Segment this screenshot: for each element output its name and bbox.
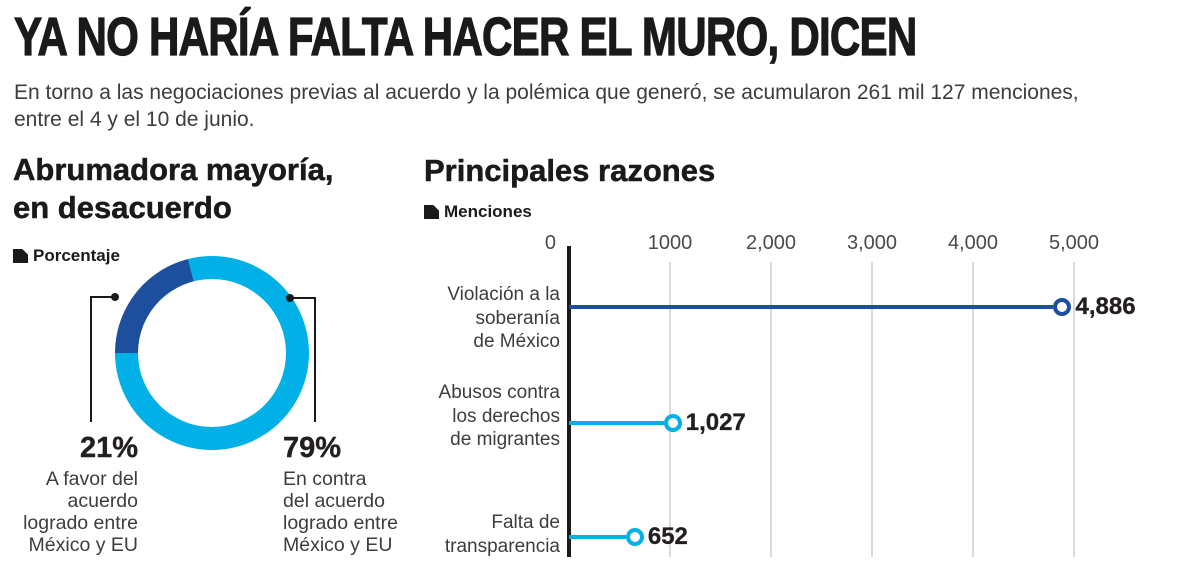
lollipop-line (569, 535, 626, 539)
value-label: 4,886 (1075, 293, 1136, 320)
category-label: Violación a la soberanía de México (447, 284, 560, 352)
donut-chart (115, 256, 309, 450)
lollipop-line (569, 421, 664, 425)
subtitle-line-1: En torno a las negociaciones previas al … (14, 81, 1079, 104)
x-tick-3000: 3,000 (846, 232, 898, 254)
x-tick-4000: 4,000 (947, 232, 999, 254)
donut-right-desc: En contra del acuerdo logrado entre Méxi… (283, 468, 433, 556)
x-tick-5000: 5,000 (1048, 232, 1100, 254)
donut-section-title-line-1: Abrumadora mayoría, (13, 152, 334, 188)
donut-label-right: 79% En contra del acuerdo logrado entre … (283, 432, 433, 556)
razones-legend-label: Menciones (444, 202, 532, 221)
callout-line-left-vertical (90, 296, 92, 422)
x-tick-0: 0 (544, 232, 556, 254)
donut-right-desc-line-3: logrado entre (283, 512, 398, 534)
callout-line-right-horizontal (290, 297, 316, 299)
lollipop-point (625, 528, 644, 546)
donut-right-desc-line-1: En contra (283, 468, 367, 490)
x-tick-1000: 1000 (647, 232, 693, 254)
donut-label-left: 21% A favor del acuerdo logrado entre Mé… (5, 432, 138, 556)
gridline-2000 (770, 262, 772, 557)
razones-legend: Menciones (424, 202, 532, 222)
donut-right-desc-line-2: del acuerdo (283, 490, 385, 512)
donut-left-desc-line-4: México y EU (28, 534, 138, 556)
donut-left-desc-line-3: logrado entre (23, 512, 138, 534)
page-subtitle: En torno a las negociaciones previas al … (14, 79, 1079, 133)
subtitle-line-2: entre el 4 y el 10 de junio. (14, 108, 255, 131)
lollipop-point (663, 414, 682, 432)
donut-right-desc-line-4: México y EU (283, 534, 393, 556)
donut-left-desc: A favor del acuerdo logrado entre México… (5, 468, 138, 556)
x-tick-2000: 2,000 (745, 232, 797, 254)
donut-right-pct: 79% (283, 432, 342, 464)
donut-hole (138, 279, 286, 427)
gridline-3000 (871, 262, 873, 557)
lollipop-point (1053, 298, 1072, 316)
donut-section-title: Abrumadora mayoría, en desacuerdo (13, 151, 334, 227)
donut-section-title-line-2: en desacuerdo (13, 190, 232, 226)
tag-icon (424, 205, 439, 219)
page-title: YA NO HARÍA FALTA HACER EL MURO, DICEN (14, 6, 918, 67)
callout-dot-left (111, 293, 119, 301)
gridline-1000 (669, 262, 671, 557)
value-label: 1,027 (685, 409, 746, 436)
value-label: 652 (647, 523, 688, 550)
donut-legend-label: Porcentaje (33, 246, 120, 265)
donut-left-pct: 21% (79, 432, 138, 464)
lollipop-line (569, 305, 1054, 309)
donut-left-desc-line-1: A favor del (45, 468, 138, 490)
donut-left-desc-line-2: acuerdo (67, 490, 138, 512)
y-axis-line (567, 246, 571, 557)
tag-icon (13, 249, 28, 263)
razones-section-title: Principales razones (424, 153, 716, 189)
callout-line-right-vertical (314, 297, 316, 422)
donut-legend: Porcentaje (13, 246, 120, 266)
callout-line-left-horizontal (90, 296, 115, 298)
gridline-4000 (972, 262, 974, 557)
gridline-5000 (1073, 262, 1075, 557)
